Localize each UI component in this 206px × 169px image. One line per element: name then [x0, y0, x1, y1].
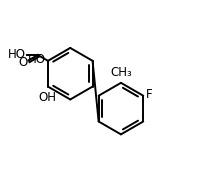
- Text: HO: HO: [8, 49, 26, 62]
- Text: O: O: [18, 56, 28, 69]
- Text: OH: OH: [38, 91, 56, 104]
- Text: HO: HO: [28, 53, 46, 66]
- Text: F: F: [145, 88, 152, 101]
- Text: CH₃: CH₃: [110, 66, 131, 79]
